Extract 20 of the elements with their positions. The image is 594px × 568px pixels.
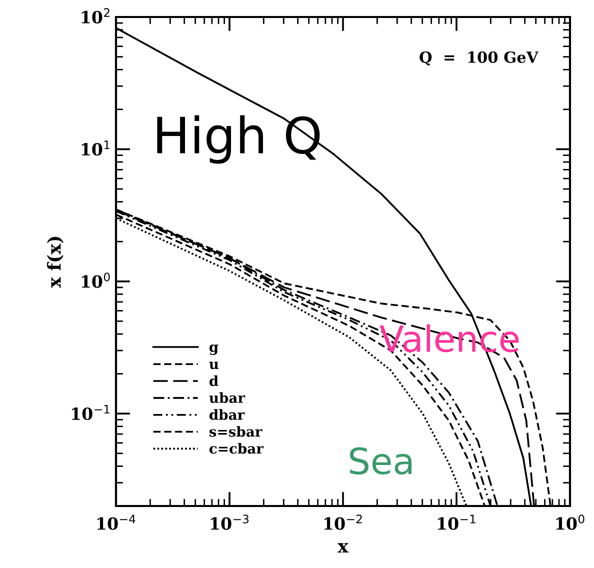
- legend-label: d: [209, 375, 218, 386]
- x-tick-label: 10$^{−4}$: [97, 514, 136, 530]
- y-tick-label: 10$^{0}$: [82, 272, 110, 288]
- legend-label: g: [209, 344, 218, 355]
- annotation: Q = 100 GeV: [420, 51, 538, 66]
- legend-label: u: [209, 362, 219, 370]
- x-tick-label: 10$^{−3}$: [210, 514, 249, 530]
- legend-label: dbar: [209, 409, 245, 420]
- y-tick-label: 10$^{2}$: [82, 8, 110, 24]
- legend-label: s=sbar: [209, 426, 262, 437]
- y-axis-title: x f(x): [46, 236, 64, 288]
- x-tick-label: 10$^{0}$: [556, 514, 584, 530]
- x-axis-title: x: [338, 543, 349, 553]
- x-tick-label: 10$^{−1}$: [438, 514, 476, 530]
- y-tick-label: 10$^{−1}$: [72, 404, 110, 420]
- legend-label: c=cbar: [209, 442, 264, 454]
- annotation: Sea: [350, 447, 412, 475]
- legend-label: ubar: [209, 392, 246, 403]
- y-tick-label: 10$^{1}$: [82, 140, 110, 156]
- x-tick-label: 10$^{−2}$: [324, 514, 362, 530]
